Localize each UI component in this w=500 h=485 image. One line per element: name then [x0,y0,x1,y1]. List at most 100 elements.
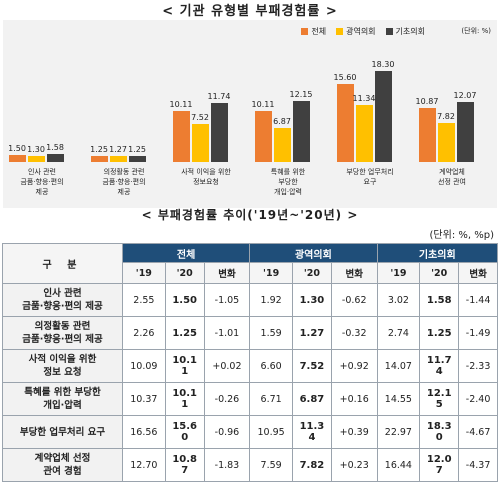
subheader-1: '20 [164,262,205,284]
table-cell: 15.6 0 [164,415,205,449]
table-cell: 1.30 [291,283,332,317]
table-cell: 1.25 [164,316,205,350]
subheader-0: '19 [249,262,293,284]
table-cell: -2.33 [458,349,498,383]
table-cell: 2.26 [122,316,166,350]
bar-value-label: 1.27 [109,144,127,154]
category-label: 특혜를 위한 부당한 개입·압력 [270,168,306,196]
table-unit-note: (단위: %, %p) [429,230,494,241]
category-label: 부당한 업무처리 요구 [346,168,394,186]
table-cell: 11.7 4 [419,349,460,383]
table-cell: 1.50 [164,283,205,317]
bar-value-label: 10.87 [415,96,439,106]
table-cell: 12.70 [122,448,166,482]
table-row: 부당한 업무처리 요구 16.56 15.6 0 -0.96 10.95 11.3 4 +0.3… [2,415,498,449]
table-cell: 7.59 [249,448,293,482]
bar-value-label: 12.15 [289,90,313,100]
bar-value-label: 1.25 [128,144,146,154]
group-header-basic: 기초의회 [376,243,499,263]
table-cell: -1.83 [203,448,251,482]
table-cell: +0.23 [330,448,378,482]
row-label: 사적 이익을 위한 정보 요청 [2,349,123,383]
bar-all-5 [419,107,436,162]
bar-chart: 전체 광역의회 기초의회 (단위: %) 1.50 1.30 1.58 인사 관련 금품… [3,20,497,208]
table-cell: 7.52 [291,349,332,383]
table-cell: 1.59 [249,316,293,350]
bar-basic-1 [129,155,146,162]
row-label: 계약업체 선정 관여 경험 [2,448,123,482]
table-cell: 12.1 5 [419,382,460,416]
bar-value-label: 11.34 [352,94,376,104]
table-row: 특혜를 위한 부당한 개입·압력 10.37 10.1 1 -0.26 6.71 6.87 +0… [2,382,498,416]
bar-basic-2 [211,103,228,162]
table-cell: 1.58 [419,283,460,317]
table-cell: +0.16 [330,382,378,416]
bar-value-label: 7.52 [191,113,209,123]
category-label: 사적 이익을 위한 정보요청 [181,168,231,186]
subheader-1: '20 [291,262,332,284]
chart-unit-note: (단위: %) [461,27,491,35]
table-cell: -1.49 [458,316,498,350]
row-label: 부당한 업무처리 요구 [2,415,123,449]
table-cell: -1.44 [458,283,498,317]
bar-all-0 [9,154,26,162]
table-row: 인사 관련 금품·향응·편의 제공 2.55 1.50 -1.05 1.92 1.30 -0.… [2,283,498,317]
bar-metro-2 [192,124,209,162]
bar-value-label: 10.11 [169,100,193,110]
table-cell: 22.97 [376,415,421,449]
table-cell: -4.67 [458,415,498,449]
bar-all-4 [337,84,354,162]
table-cell: -4.37 [458,448,498,482]
bar-metro-3 [274,127,291,162]
table-cell: 11.3 4 [291,415,332,449]
subheader-2: 변화 [458,262,498,284]
row-label: 특혜를 위한 부당한 개입·압력 [2,382,123,416]
table-cell: 10.1 1 [164,382,205,416]
bar-value-label: 1.50 [8,143,26,153]
table-cell: 1.92 [249,283,293,317]
trend-table: 구 분 전체 광역의회 기초의회 '19'20 변화 '19'20 변화 '19'20 변… [2,243,499,482]
category-label: 의정활동 관련 금품·향응·편의 제공 [102,168,146,196]
bar-value-label: 1.30 [27,144,45,154]
table-cell: 2.55 [122,283,166,317]
chart-title: < 기관 유형별 부패경험률 > [162,4,338,19]
table-cell: -0.26 [203,382,251,416]
bar-value-label: 10.11 [251,100,275,110]
subheader-2: 변화 [330,262,378,284]
bar-value-label: 6.87 [273,116,291,126]
table-cell: -0.96 [203,415,251,449]
bar-metro-4 [356,105,373,162]
table-cell: 2.74 [376,316,421,350]
bar-value-label: 7.82 [437,111,455,121]
subheader-1: '20 [419,262,460,284]
bar-all-3 [255,111,272,162]
bar-value-label: 15.60 [333,73,357,82]
table-row: 사적 이익을 위한 정보 요청 10.09 10.1 1 +0.02 6.60 7.52 +0.… [2,349,498,383]
table-cell: +0.92 [330,349,378,383]
table-cell: 16.56 [122,415,166,449]
bar-value-label: 18.30 [371,59,395,69]
table-cell: 1.27 [291,316,332,350]
table-cell: 18.3 0 [419,415,460,449]
table-cell: 7.82 [291,448,332,482]
table-cell: -0.62 [330,283,378,317]
bar-all-1 [91,155,108,162]
table-cell: 10.8 7 [164,448,205,482]
bar-basic-5 [457,101,474,162]
table-cell: -2.40 [458,382,498,416]
table-cell: 10.09 [122,349,166,383]
table-cell: 16.44 [376,448,421,482]
subheader-0: '19 [122,262,166,284]
bar-basic-4 [375,70,392,162]
table-cell: -0.32 [330,316,378,350]
subheader-2: 변화 [203,262,251,284]
table-cell: 14.07 [376,349,421,383]
row-label: 인사 관련 금품·향응·편의 제공 [2,283,123,317]
bar-all-2 [173,111,190,162]
table-cell: +0.39 [330,415,378,449]
group-header-all: 전체 [121,243,251,263]
subheader-0: '19 [376,262,421,284]
table-cell: 6.87 [291,382,332,416]
bar-value-label: 1.25 [90,144,108,154]
group-header-metro: 광역의회 [249,243,378,263]
